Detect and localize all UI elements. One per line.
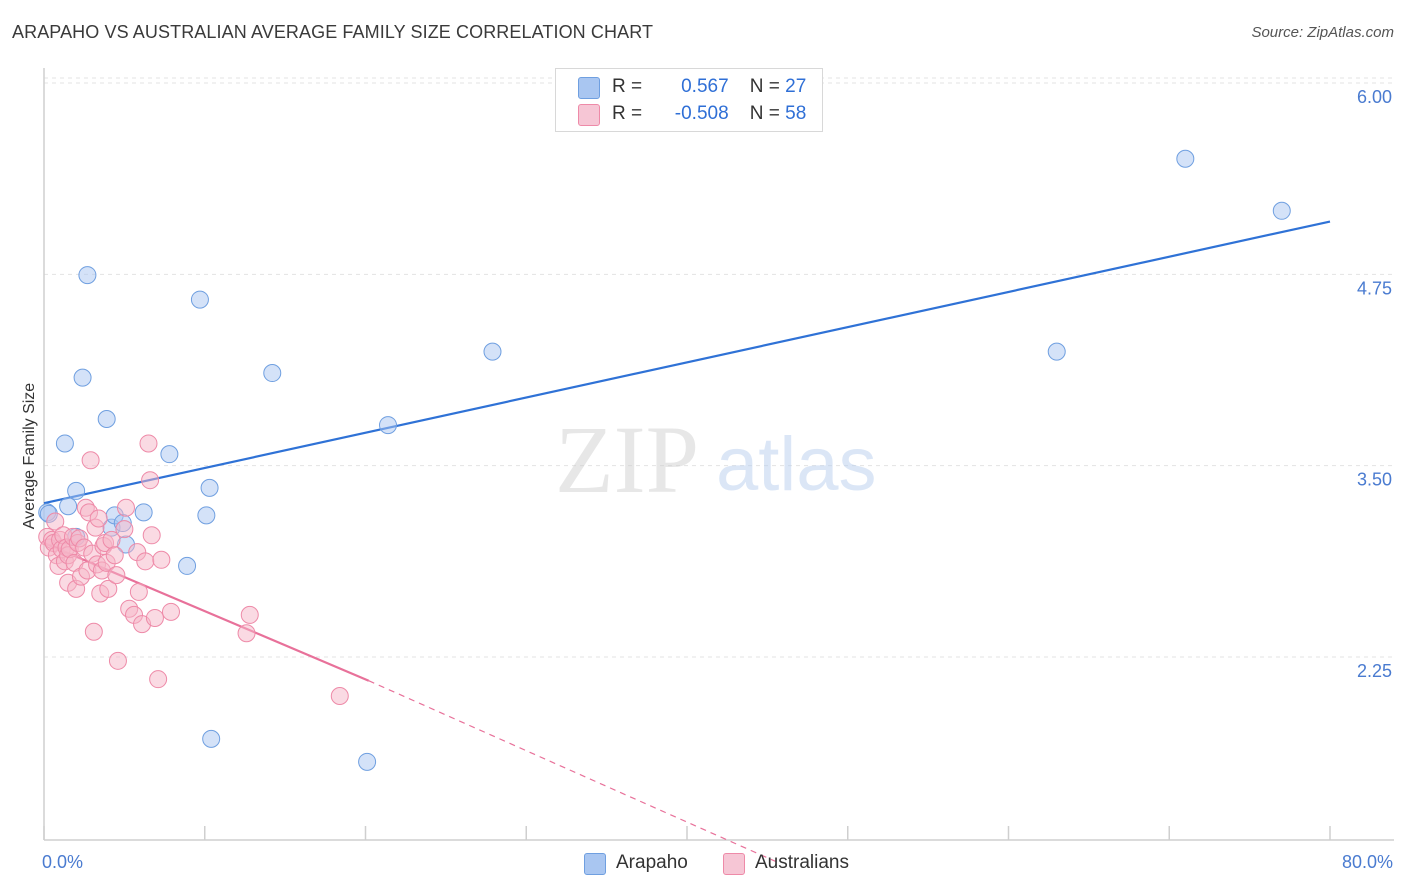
y-tick-label-3: 6.00 [1357,87,1392,107]
point-arapaho-19 [202,729,221,748]
point-australians-41 [115,520,134,539]
point-arapaho-17 [197,506,216,525]
point-arapaho-26 [1272,201,1291,220]
trend-line-arapaho-solid [43,220,1331,505]
bottom-legend-swatch-arapaho [584,853,606,875]
point-arapaho-20 [263,364,282,383]
trend-lines [43,220,1331,862]
point-australians-39 [107,566,126,585]
x-tick-label-0: 0.0% [42,852,83,872]
chart-title: ARAPAHO VS AUSTRALIAN AVERAGE FAMILY SIZ… [12,22,654,42]
axes [43,68,1394,841]
legend-n-value: 58 [785,103,807,124]
point-australians-48 [136,552,155,571]
y-tick-label-2: 4.75 [1357,278,1392,298]
data-points [38,149,1291,771]
bottom-legend-label-australians: Australians [755,852,849,873]
x-tick-labels: 0.0% 80.0% [42,852,1393,872]
point-arapaho-21 [358,752,377,771]
legend-r-label: R = [612,76,648,97]
point-australians-36 [99,579,118,598]
y-axis-title: Average Family Size [21,383,38,530]
legend-r-label: R = [612,103,648,124]
x-tick-label-1: 80.0% [1342,852,1393,872]
watermark-zip: ZIP [555,406,699,513]
legend-n-label: N = [749,76,786,97]
point-arapaho-25 [1176,149,1195,168]
point-australians-50 [141,471,160,490]
point-arapaho-24 [1047,342,1066,361]
point-arapaho-23 [483,342,502,361]
point-arapaho-15 [178,556,197,575]
point-australians-27 [84,622,103,641]
point-arapaho-3 [59,497,78,516]
point-australians-30 [89,509,108,528]
point-australians-49 [139,434,158,453]
point-australians-40 [108,651,127,670]
point-australians-55 [161,602,180,621]
bottom-legend-swatch-australians [723,853,745,875]
legend-swatch-arapaho [578,77,600,99]
point-arapaho-13 [134,503,153,522]
point-australians-25 [81,451,100,470]
legend-n-label: N = [749,103,786,124]
point-australians-42 [116,498,135,517]
legend-swatch-australians [578,104,600,126]
point-arapaho-5 [73,368,92,387]
point-australians-56 [237,624,256,643]
point-australians-52 [145,608,164,627]
source-label: Source: ZipAtlas.com [1251,24,1394,41]
point-arapaho-8 [97,409,116,428]
point-australians-51 [142,526,161,545]
y-tick-labels: 2.25 3.50 4.75 6.00 [1357,87,1392,681]
point-arapaho-2 [55,434,74,453]
legend-r-value: 0.567 [681,76,729,97]
point-australians-58 [330,687,349,706]
point-australians-57 [240,605,259,624]
y-tick-label-1: 3.50 [1357,470,1392,490]
point-australians-4 [46,512,65,531]
point-australians-38 [105,546,124,565]
bottom-legend-label-arapaho: Arapaho [616,852,688,873]
legend-n-value: 27 [785,76,807,97]
point-arapaho-6 [78,266,97,285]
point-australians-54 [152,550,171,569]
point-arapaho-16 [190,290,209,309]
point-arapaho-4 [67,481,86,500]
point-arapaho-22 [379,416,398,435]
point-arapaho-18 [200,478,219,497]
point-australians-46 [129,582,148,601]
watermark-atlas: atlas [716,422,877,507]
watermark: ZIP atlas [555,406,877,513]
trend-line-australians-dashed [368,680,776,862]
point-arapaho-14 [160,445,179,464]
stats-legend: R = 0.567 N = 27 R = -0.508 N = 58 [555,68,823,132]
point-australians-53 [149,670,168,689]
y-tick-label-0: 2.25 [1357,661,1392,681]
legend-r-value: -0.508 [674,103,729,124]
